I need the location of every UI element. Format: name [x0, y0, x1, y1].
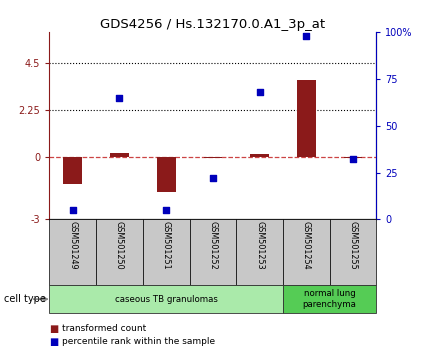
Text: normal lung
parenchyma: normal lung parenchyma: [303, 290, 356, 309]
Bar: [143, 219, 190, 285]
Text: GSM501250: GSM501250: [115, 222, 124, 270]
Bar: [96, 219, 143, 285]
Text: GSM501251: GSM501251: [162, 222, 171, 270]
Bar: [297, 80, 316, 157]
Text: caseous TB granulomas: caseous TB granulomas: [115, 295, 218, 304]
Bar: [49, 219, 96, 285]
Bar: [283, 219, 329, 285]
Bar: [250, 154, 269, 157]
Text: GSM501254: GSM501254: [302, 222, 311, 270]
Text: GSM501255: GSM501255: [348, 222, 357, 270]
Bar: [329, 219, 376, 285]
Point: [116, 95, 123, 101]
Bar: [49, 285, 283, 313]
Bar: [283, 285, 376, 313]
Bar: [190, 219, 236, 285]
Title: GDS4256 / Hs.132170.0.A1_3p_at: GDS4256 / Hs.132170.0.A1_3p_at: [100, 18, 326, 31]
Point: [69, 207, 76, 213]
Bar: [236, 219, 283, 285]
Point: [209, 175, 216, 181]
Text: GSM501249: GSM501249: [68, 222, 77, 270]
Point: [303, 33, 310, 39]
Bar: [110, 153, 129, 157]
Text: ■: ■: [49, 324, 59, 333]
Text: ■: ■: [49, 337, 59, 347]
Text: cell type: cell type: [4, 294, 46, 304]
Point: [350, 156, 356, 162]
Bar: [344, 157, 362, 158]
Bar: [64, 157, 82, 184]
Text: transformed count: transformed count: [62, 324, 147, 333]
Point: [256, 89, 263, 95]
Bar: [203, 157, 222, 158]
Text: percentile rank within the sample: percentile rank within the sample: [62, 337, 215, 346]
Text: GSM501253: GSM501253: [255, 222, 264, 270]
Point: [163, 207, 169, 213]
Text: GSM501252: GSM501252: [209, 222, 217, 270]
Bar: [157, 157, 175, 192]
